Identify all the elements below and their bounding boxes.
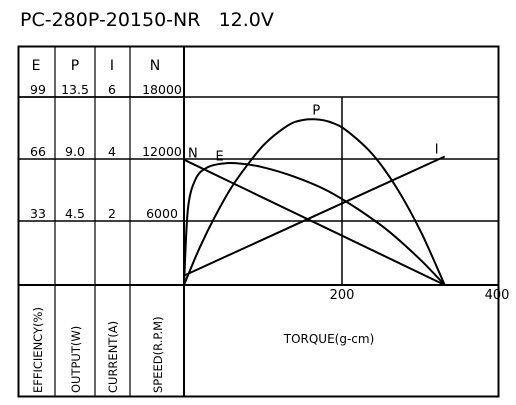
chart-title: PC-280P-20150-NR 12.0V — [20, 9, 274, 31]
x-tick-400: 400 — [485, 288, 510, 303]
header-current: I — [110, 58, 114, 74]
curve-label-i: I — [435, 143, 439, 158]
header-efficiency: E — [32, 58, 41, 74]
current-tick-low: 2 — [108, 206, 116, 221]
efficiency-tick-mid: 66 — [30, 144, 46, 159]
curve-i — [183, 155, 446, 277]
current-tick-mid: 4 — [108, 144, 116, 159]
x-tick-200: 200 — [330, 288, 355, 303]
header-output: P — [71, 58, 79, 74]
x-axis-label: TORQUE(g-cm) — [283, 332, 375, 346]
current-axis-label: CURRENT(A) — [106, 321, 120, 393]
curves-layer: N I P E — [183, 103, 446, 286]
efficiency-tick-low: 33 — [30, 206, 46, 221]
curve-label-e: E — [216, 150, 224, 165]
header-speed: N — [150, 58, 160, 74]
current-tick-top: 6 — [108, 82, 116, 97]
curve-label-n: N — [188, 147, 198, 162]
output-tick-mid: 9.0 — [65, 144, 85, 159]
output-tick-low: 4.5 — [65, 206, 85, 221]
speed-tick-mid: 12000 — [142, 144, 182, 159]
speed-tick-low: 6000 — [146, 206, 178, 221]
output-axis-label: OUTPUT(W) — [69, 326, 83, 393]
speed-axis-label: SPEED(R.P.M) — [151, 316, 165, 393]
efficiency-tick-top: 99 — [30, 82, 46, 97]
curve-label-p: P — [312, 103, 320, 118]
curve-p — [183, 118, 446, 286]
speed-tick-top: 18000 — [142, 82, 182, 97]
curve-n — [183, 158, 446, 286]
output-tick-top: 13.5 — [61, 82, 89, 97]
curve-e — [183, 161, 446, 286]
efficiency-axis-label: EFFICIENCY(%) — [31, 307, 45, 393]
